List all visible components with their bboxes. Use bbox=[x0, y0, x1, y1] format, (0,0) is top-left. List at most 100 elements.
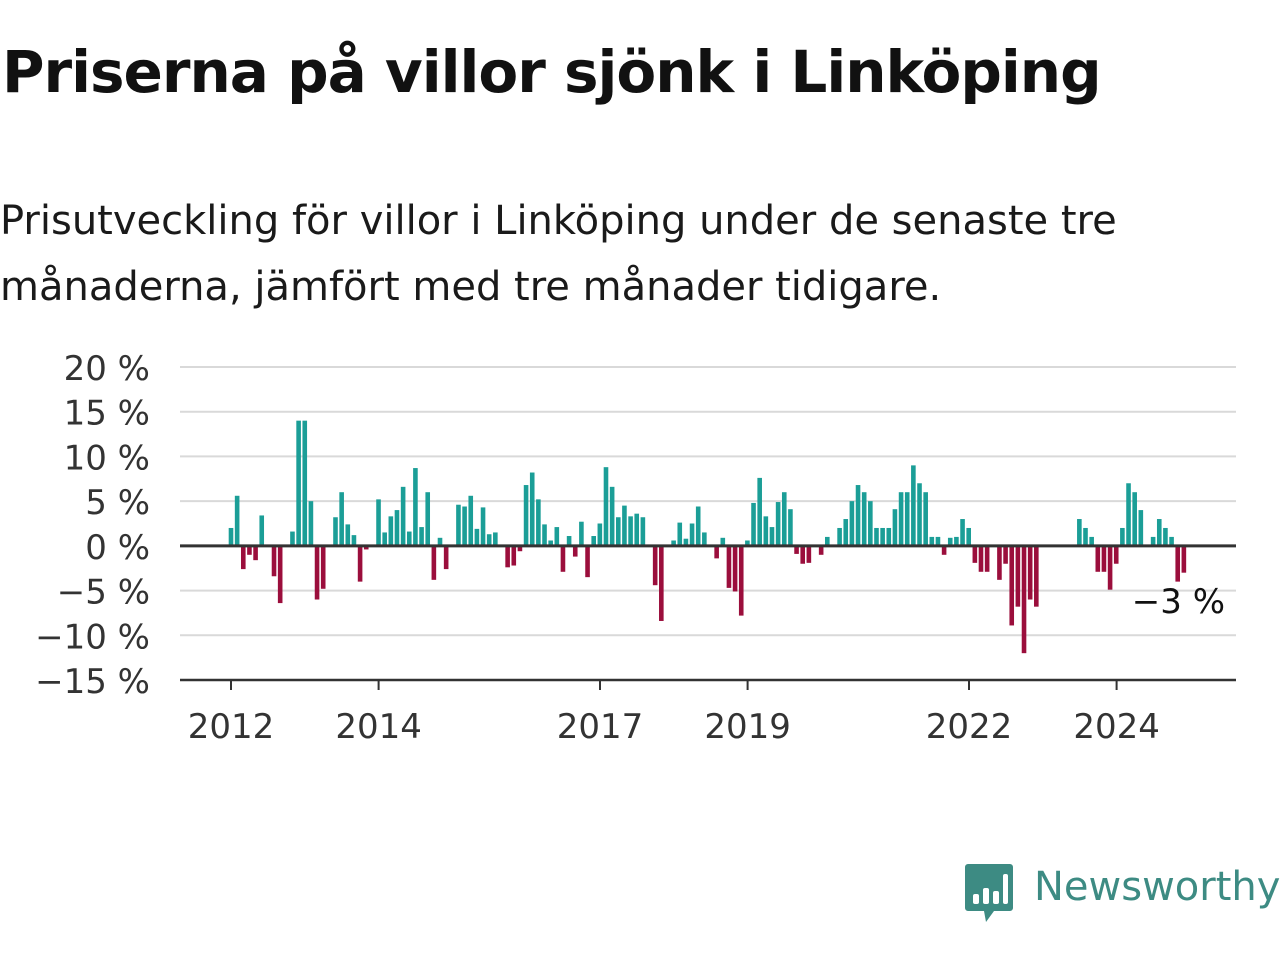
x-tick-label: 2014 bbox=[335, 707, 422, 747]
bar bbox=[493, 532, 498, 546]
bar bbox=[825, 536, 830, 546]
bar bbox=[357, 545, 363, 582]
bar bbox=[923, 492, 928, 546]
bar bbox=[732, 545, 738, 592]
x-tick-label: 2024 bbox=[1073, 707, 1160, 747]
bar bbox=[960, 519, 965, 546]
bar bbox=[640, 517, 646, 546]
bar bbox=[431, 545, 437, 580]
bar bbox=[351, 535, 357, 546]
bar bbox=[929, 536, 935, 546]
bar bbox=[849, 501, 855, 546]
bar bbox=[486, 534, 492, 546]
bar bbox=[597, 523, 603, 546]
bar bbox=[591, 536, 596, 546]
y-tick-label: 0 % bbox=[85, 528, 150, 568]
bar bbox=[683, 538, 689, 546]
bar bbox=[972, 545, 978, 563]
bar bbox=[738, 545, 744, 616]
bar bbox=[419, 527, 424, 546]
bar bbox=[966, 527, 971, 546]
bar bbox=[800, 545, 806, 564]
y-tick-label: 10 % bbox=[64, 438, 150, 478]
bar bbox=[886, 527, 892, 546]
bar bbox=[880, 527, 885, 546]
bar bbox=[1027, 545, 1033, 600]
bar bbox=[1132, 492, 1137, 546]
y-tick-label: 5 % bbox=[85, 483, 150, 523]
bar bbox=[1101, 545, 1107, 572]
bar bbox=[1015, 545, 1021, 607]
bar bbox=[468, 495, 474, 546]
bar bbox=[572, 545, 578, 557]
bar bbox=[382, 532, 387, 546]
bar bbox=[437, 537, 443, 546]
bar bbox=[345, 524, 351, 546]
bar bbox=[911, 465, 916, 546]
bar bbox=[763, 516, 769, 546]
bar bbox=[394, 510, 400, 546]
bars bbox=[228, 420, 1187, 654]
bar bbox=[1021, 545, 1027, 654]
bar bbox=[462, 506, 467, 546]
bar bbox=[400, 486, 406, 546]
bar bbox=[1003, 545, 1008, 564]
bar bbox=[954, 536, 959, 546]
bar bbox=[868, 501, 873, 546]
bar bbox=[542, 524, 547, 546]
bar bbox=[290, 531, 295, 546]
bar bbox=[1083, 527, 1088, 546]
bar bbox=[413, 468, 418, 546]
bar bbox=[320, 545, 326, 589]
bar bbox=[745, 540, 750, 546]
bar bbox=[253, 545, 258, 561]
bar bbox=[566, 536, 572, 546]
bar bbox=[695, 506, 701, 546]
bar bbox=[757, 477, 762, 546]
bar bbox=[388, 516, 394, 546]
bar bbox=[523, 485, 529, 546]
bar bbox=[843, 519, 849, 546]
bar bbox=[978, 545, 984, 572]
bar bbox=[917, 483, 922, 546]
gridlines bbox=[180, 366, 1236, 637]
bar bbox=[1089, 536, 1094, 546]
bar bbox=[941, 545, 947, 555]
bar bbox=[652, 545, 658, 586]
bar bbox=[806, 545, 812, 563]
y-tick-label: −10 % bbox=[35, 617, 150, 657]
brand-name: Newsworthy bbox=[1034, 864, 1280, 910]
bar bbox=[861, 492, 867, 546]
bar bbox=[677, 522, 683, 546]
bar bbox=[935, 536, 941, 546]
bar bbox=[1126, 483, 1131, 546]
x-tick-label: 2019 bbox=[704, 707, 791, 747]
bar bbox=[529, 472, 535, 546]
bar bbox=[781, 492, 787, 546]
bar bbox=[228, 527, 234, 546]
bar bbox=[1120, 527, 1125, 546]
bar bbox=[794, 545, 799, 554]
x-tick-label: 2012 bbox=[188, 707, 275, 747]
bar bbox=[855, 485, 861, 546]
bar bbox=[702, 532, 707, 546]
bar bbox=[720, 537, 726, 546]
bar bbox=[308, 501, 314, 546]
chart-subtitle: Prisutveckling för villor i Linköping un… bbox=[0, 198, 1117, 310]
bar bbox=[837, 527, 842, 546]
bar bbox=[505, 545, 510, 568]
bar bbox=[456, 504, 461, 546]
bar bbox=[474, 528, 480, 546]
bar bbox=[560, 545, 566, 572]
bar bbox=[1169, 536, 1174, 546]
bar bbox=[554, 527, 560, 546]
bar bbox=[634, 513, 640, 546]
bar bbox=[536, 499, 541, 546]
bar bbox=[1009, 545, 1015, 626]
bar bbox=[511, 545, 517, 566]
bar bbox=[259, 515, 265, 546]
bar bbox=[947, 537, 953, 546]
bar bbox=[277, 545, 283, 604]
bar bbox=[1138, 510, 1144, 546]
bar bbox=[726, 545, 732, 588]
